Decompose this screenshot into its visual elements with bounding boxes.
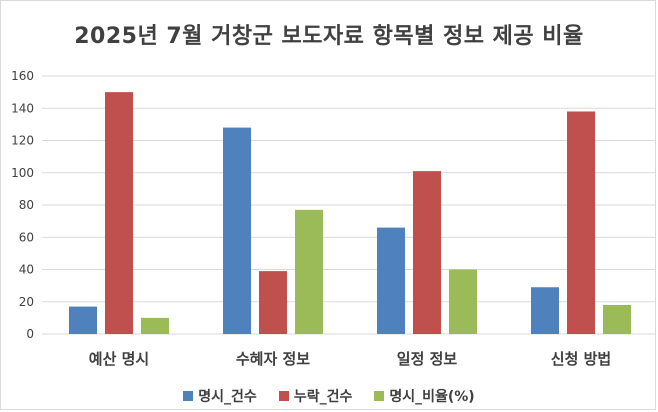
y-axis-ticks: 0 20 40 60 80 100 120 140 160 [11, 69, 34, 341]
bar-2-2 [449, 269, 477, 334]
y-tick-label: 0 [26, 327, 34, 341]
bar-2-0 [377, 227, 405, 334]
y-tick-label: 80 [19, 198, 34, 212]
y-tick-label: 20 [19, 295, 34, 309]
bar-3-1 [567, 111, 595, 334]
y-tick-label: 100 [11, 166, 34, 180]
x-axis-categories: 예산 명시 수혜자 정보 일정 정보 신청 방법 [89, 350, 611, 368]
bar-0-0 [69, 306, 97, 334]
legend-swatch-1 [278, 391, 289, 401]
legend-label-0: 명시_건수 [198, 389, 257, 405]
bar-0-1 [105, 92, 133, 334]
legend-item-0: 명시_건수 [183, 386, 257, 406]
category-label: 예산 명시 [89, 350, 149, 368]
legend: 명시_건수 누락_건수 명시_비율(%) [0, 386, 658, 406]
legend-label-1: 누락_건수 [293, 389, 353, 405]
plot-area: 0 20 40 60 80 100 120 140 160 예산 명시 수혜자 정보 일정 정보 신청… [11, 69, 656, 368]
y-tick-label: 120 [11, 134, 34, 148]
bar-2-1 [413, 171, 441, 334]
bars [69, 92, 631, 334]
bar-1-0 [223, 127, 251, 334]
category-label: 신청 방법 [551, 350, 611, 368]
y-tick-label: 60 [19, 230, 34, 244]
y-tick-label: 140 [11, 101, 34, 115]
gridlines [42, 75, 656, 335]
y-tick-label: 160 [11, 69, 34, 83]
legend-swatch-2 [374, 391, 385, 401]
legend-item-1: 누락_건수 [278, 386, 353, 406]
bar-1-1 [259, 271, 287, 334]
category-label: 수혜자 정보 [236, 350, 310, 368]
bar-0-2 [141, 317, 169, 334]
chart-title: 2025년 7월 거창군 보도자료 항목별 정보 제공 비율 [74, 24, 584, 49]
bar-1-2 [295, 209, 323, 334]
y-tick-label: 40 [19, 263, 34, 277]
legend-swatch-0 [183, 391, 194, 401]
legend-item-2: 명시_비율(%) [374, 386, 475, 406]
legend-label-2: 명시_비율(%) [389, 389, 475, 405]
category-label: 일정 정보 [397, 350, 458, 368]
bar-3-2 [603, 304, 631, 334]
bar-3-0 [531, 287, 559, 334]
